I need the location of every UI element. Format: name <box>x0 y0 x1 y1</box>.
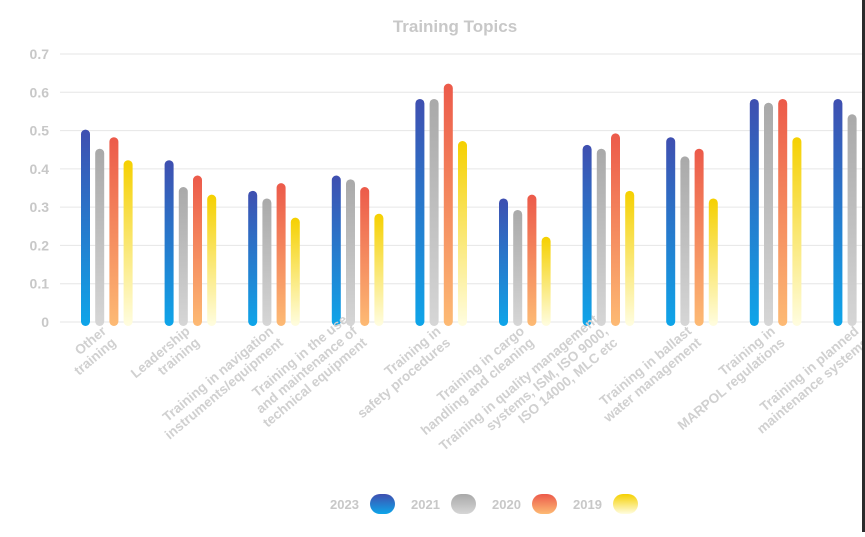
y-tick-label: 0.3 <box>30 199 50 215</box>
y-tick-label: 0.6 <box>30 84 50 100</box>
bar-2020 <box>443 83 453 326</box>
y-tick-label: 0.1 <box>30 276 50 292</box>
legend-item-2020[interactable]: 2020 <box>492 494 557 514</box>
bar-2023 <box>666 137 676 326</box>
bar-2019 <box>374 213 384 326</box>
bar-2020 <box>694 148 704 326</box>
y-tick-label: 0.7 <box>30 46 50 62</box>
bar-2020 <box>778 98 788 326</box>
legend: 2023 2021 2020 2019 <box>330 494 638 514</box>
bar-2023 <box>164 160 174 326</box>
bar-2021 <box>429 98 439 326</box>
bar-2021 <box>847 114 857 326</box>
bar-2019 <box>123 160 133 326</box>
bar-2019 <box>290 217 300 326</box>
bar-2021 <box>95 148 105 326</box>
legend-label: 2019 <box>573 497 602 512</box>
right-edge-border <box>862 0 865 532</box>
bar-2023 <box>248 190 258 326</box>
bar-2021 <box>596 148 606 326</box>
legend-item-2021[interactable]: 2021 <box>411 494 476 514</box>
y-axis-ticks: 0 0.1 0.2 0.3 0.4 0.5 0.6 0.7 <box>30 46 50 330</box>
chart-title: Training Topics <box>393 17 517 36</box>
legend-item-2019[interactable]: 2019 <box>573 494 638 514</box>
legend-swatch <box>370 494 395 514</box>
legend-swatch <box>613 494 638 514</box>
bar-2023 <box>499 198 508 326</box>
bar-2019 <box>625 190 635 326</box>
bar-2023 <box>331 175 341 326</box>
bar-2021 <box>262 198 272 326</box>
legend-swatch <box>532 494 557 514</box>
legend-item-2023[interactable]: 2023 <box>330 494 395 514</box>
bar-2019 <box>708 198 718 326</box>
bar-2023 <box>833 98 843 326</box>
bar-2020 <box>611 133 620 326</box>
y-tick-label: 0 <box>41 314 49 330</box>
bar-2023 <box>415 98 425 326</box>
legend-label: 2023 <box>330 497 359 512</box>
bar-2021 <box>178 187 188 326</box>
bar-2019 <box>792 137 802 326</box>
bar-2021 <box>764 102 773 327</box>
y-tick-label: 0.5 <box>30 123 50 139</box>
bar-2023 <box>582 144 592 326</box>
legend-swatch <box>451 494 476 514</box>
bar-2020 <box>193 175 202 326</box>
bar-2019 <box>541 236 551 326</box>
bar-2023 <box>81 129 90 326</box>
y-tick-label: 0.2 <box>30 237 50 253</box>
legend-label: 2021 <box>411 497 440 512</box>
legend-label: 2020 <box>492 497 521 512</box>
bar-2020 <box>527 194 537 326</box>
bar-2021 <box>513 209 523 326</box>
bar-2020 <box>276 183 286 326</box>
y-tick-label: 0.4 <box>30 161 50 177</box>
bars <box>81 83 857 327</box>
bar-2020 <box>360 187 370 326</box>
bar-2023 <box>749 98 759 326</box>
bar-2021 <box>346 179 355 326</box>
bar-2019 <box>207 194 217 326</box>
bar-2021 <box>680 156 690 326</box>
bar-2019 <box>458 141 467 326</box>
bar-2020 <box>109 137 119 326</box>
